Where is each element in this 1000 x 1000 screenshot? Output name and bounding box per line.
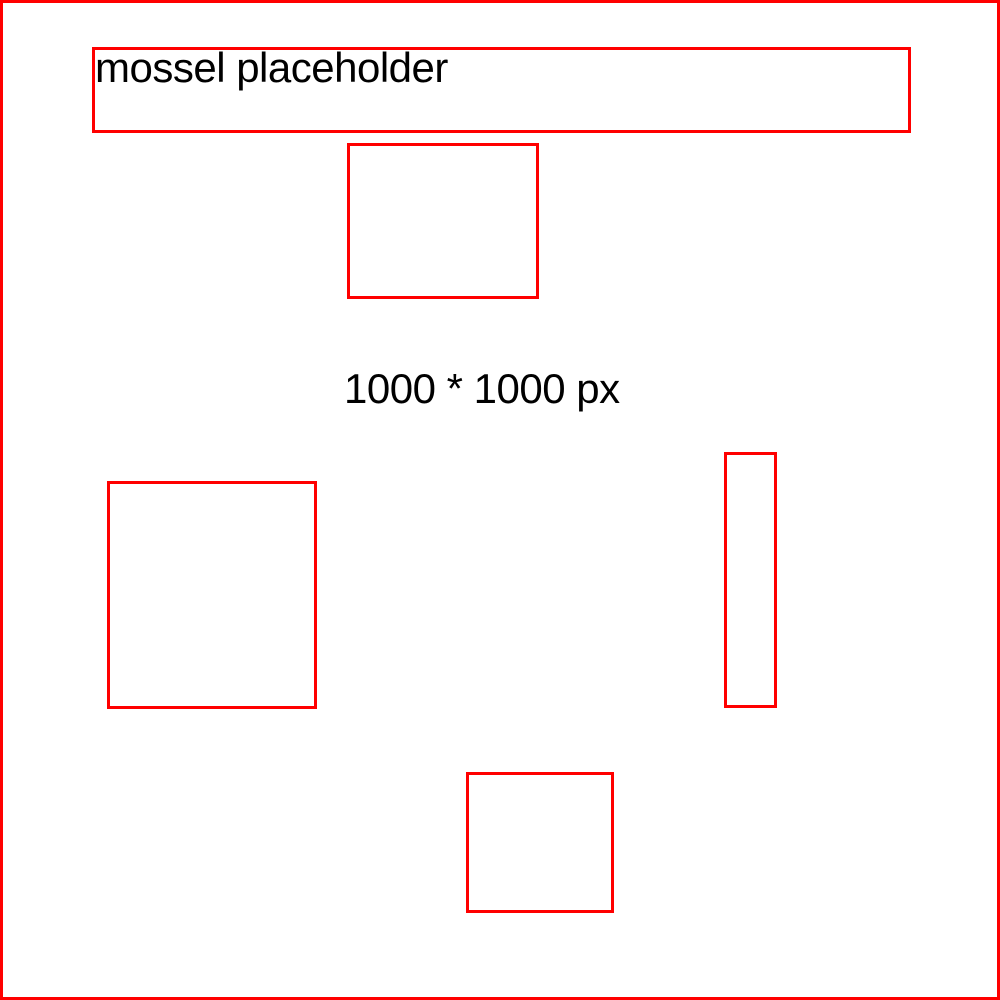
placeholder-box-top-center — [347, 143, 539, 299]
canvas-size-label: 1000 * 1000 px — [344, 365, 620, 412]
header-placeholder-box: mossel placeholder — [92, 44, 911, 133]
placeholder-box-right-narrow — [724, 452, 777, 708]
placeholder-box-bottom — [466, 772, 614, 913]
placeholder-box-left — [107, 481, 317, 709]
header-placeholder-text: mossel placeholder — [95, 44, 448, 91]
